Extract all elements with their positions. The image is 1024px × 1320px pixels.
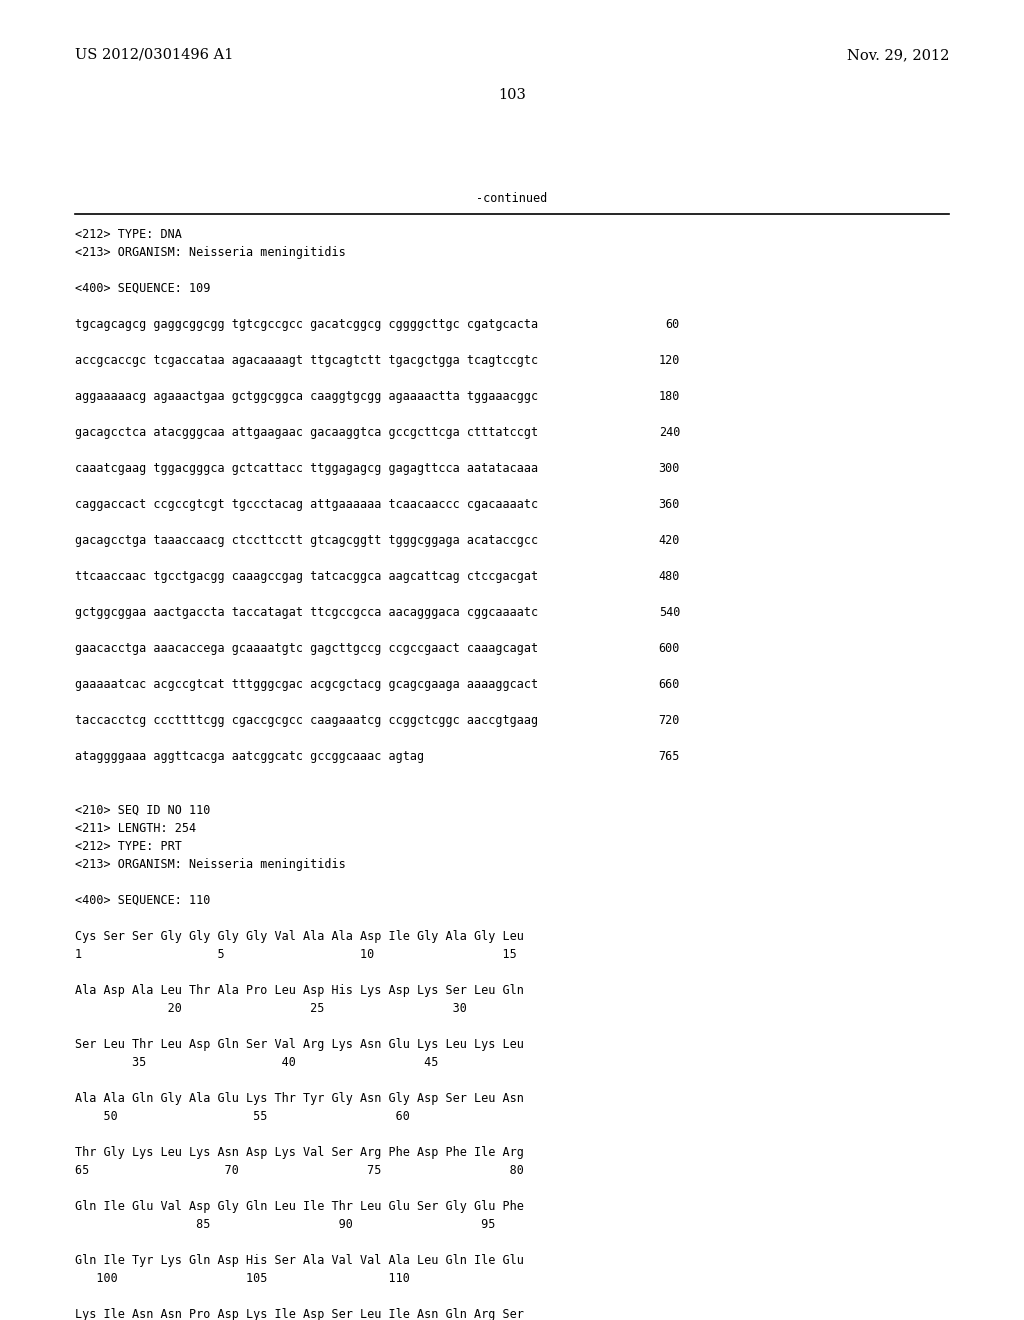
Text: -continued: -continued [476,191,548,205]
Text: 20                  25                  30: 20 25 30 [75,1002,467,1015]
Text: gacagcctca atacgggcaa attgaagaac gacaaggtca gccgcttcga ctttatccgt: gacagcctca atacgggcaa attgaagaac gacaagg… [75,426,539,440]
Text: <210> SEQ ID NO 110: <210> SEQ ID NO 110 [75,804,210,817]
Text: Cys Ser Ser Gly Gly Gly Gly Val Ala Ala Asp Ile Gly Ala Gly Leu: Cys Ser Ser Gly Gly Gly Gly Val Ala Ala … [75,931,524,942]
Text: Gln Ile Tyr Lys Gln Asp His Ser Ala Val Val Ala Leu Gln Ile Glu: Gln Ile Tyr Lys Gln Asp His Ser Ala Val … [75,1254,524,1267]
Text: 300: 300 [658,462,680,475]
Text: 60: 60 [666,318,680,331]
Text: <213> ORGANISM: Neisseria meningitidis: <213> ORGANISM: Neisseria meningitidis [75,858,346,871]
Text: 540: 540 [658,606,680,619]
Text: 765: 765 [658,750,680,763]
Text: <212> TYPE: PRT: <212> TYPE: PRT [75,840,182,853]
Text: 240: 240 [658,426,680,440]
Text: taccacctcg cccttttcgg cgaccgcgcc caagaaatcg ccggctcggc aaccgtgaag: taccacctcg cccttttcgg cgaccgcgcc caagaaa… [75,714,539,727]
Text: 50                   55                  60: 50 55 60 [75,1110,410,1123]
Text: <212> TYPE: DNA: <212> TYPE: DNA [75,228,182,242]
Text: tgcagcagcg gaggcggcgg tgtcgccgcc gacatcggcg cggggcttgc cgatgcacta: tgcagcagcg gaggcggcgg tgtcgccgcc gacatcg… [75,318,539,331]
Text: 720: 720 [658,714,680,727]
Text: 420: 420 [658,535,680,546]
Text: caaatcgaag tggacgggca gctcattacc ttggagagcg gagagttcca aatatacaaa: caaatcgaag tggacgggca gctcattacc ttggaga… [75,462,539,475]
Text: caggaccact ccgccgtcgt tgccctacag attgaaaaaa tcaacaaccc cgacaaaatc: caggaccact ccgccgtcgt tgccctacag attgaaa… [75,498,539,511]
Text: 120: 120 [658,354,680,367]
Text: Ala Ala Gln Gly Ala Glu Lys Thr Tyr Gly Asn Gly Asp Ser Leu Asn: Ala Ala Gln Gly Ala Glu Lys Thr Tyr Gly … [75,1092,524,1105]
Text: gaacacctga aaacaccega gcaaaatgtc gagcttgccg ccgccgaact caaagcagat: gaacacctga aaacaccega gcaaaatgtc gagcttg… [75,642,539,655]
Text: 1                   5                   10                  15: 1 5 10 15 [75,948,517,961]
Text: 600: 600 [658,642,680,655]
Text: <211> LENGTH: 254: <211> LENGTH: 254 [75,822,197,836]
Text: 35                   40                  45: 35 40 45 [75,1056,438,1069]
Text: 100                  105                 110: 100 105 110 [75,1272,410,1284]
Text: Ser Leu Thr Leu Asp Gln Ser Val Arg Lys Asn Glu Lys Leu Lys Leu: Ser Leu Thr Leu Asp Gln Ser Val Arg Lys … [75,1038,524,1051]
Text: US 2012/0301496 A1: US 2012/0301496 A1 [75,48,233,62]
Text: accgcaccgc tcgaccataa agacaaaagt ttgcagtctt tgacgctgga tcagtccgtc: accgcaccgc tcgaccataa agacaaaagt ttgcagt… [75,354,539,367]
Text: 660: 660 [658,678,680,690]
Text: Lys Ile Asn Asn Pro Asp Lys Ile Asp Ser Leu Ile Asn Gln Arg Ser: Lys Ile Asn Asn Pro Asp Lys Ile Asp Ser … [75,1308,524,1320]
Text: ttcaaccaac tgcctgacgg caaagccgag tatcacggca aagcattcag ctccgacgat: ttcaaccaac tgcctgacgg caaagccgag tatcacg… [75,570,539,583]
Text: 85                  90                  95: 85 90 95 [75,1218,496,1232]
Text: <400> SEQUENCE: 109: <400> SEQUENCE: 109 [75,282,210,294]
Text: 65                   70                  75                  80: 65 70 75 80 [75,1164,524,1177]
Text: 360: 360 [658,498,680,511]
Text: gctggcggaa aactgaccta taccatagat ttcgccgcca aacagggaca cggcaaaatc: gctggcggaa aactgaccta taccatagat ttcgccg… [75,606,539,619]
Text: aggaaaaacg agaaactgaa gctggcggca caaggtgcgg agaaaactta tggaaacggc: aggaaaaacg agaaactgaa gctggcggca caaggtg… [75,389,539,403]
Text: 480: 480 [658,570,680,583]
Text: Gln Ile Glu Val Asp Gly Gln Leu Ile Thr Leu Glu Ser Gly Glu Phe: Gln Ile Glu Val Asp Gly Gln Leu Ile Thr … [75,1200,524,1213]
Text: gacagcctga taaaccaacg ctccttcctt gtcagcggtt tgggcggaga acataccgcc: gacagcctga taaaccaacg ctccttcctt gtcagcg… [75,535,539,546]
Text: Thr Gly Lys Leu Lys Asn Asp Lys Val Ser Arg Phe Asp Phe Ile Arg: Thr Gly Lys Leu Lys Asn Asp Lys Val Ser … [75,1146,524,1159]
Text: 103: 103 [498,88,526,102]
Text: gaaaaatcac acgccgtcat tttgggcgac acgcgctacg gcagcgaaga aaaaggcact: gaaaaatcac acgccgtcat tttgggcgac acgcgct… [75,678,539,690]
Text: 180: 180 [658,389,680,403]
Text: Nov. 29, 2012: Nov. 29, 2012 [847,48,949,62]
Text: <213> ORGANISM: Neisseria meningitidis: <213> ORGANISM: Neisseria meningitidis [75,246,346,259]
Text: Ala Asp Ala Leu Thr Ala Pro Leu Asp His Lys Asp Lys Ser Leu Gln: Ala Asp Ala Leu Thr Ala Pro Leu Asp His … [75,983,524,997]
Text: <400> SEQUENCE: 110: <400> SEQUENCE: 110 [75,894,210,907]
Text: ataggggaaa aggttcacga aatcggcatc gccggcaaac agtag: ataggggaaa aggttcacga aatcggcatc gccggca… [75,750,424,763]
